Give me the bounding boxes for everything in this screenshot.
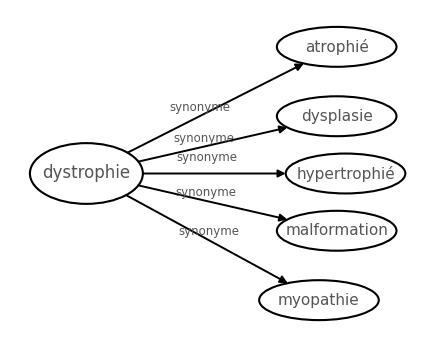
Text: hypertrophié: hypertrophié [296, 166, 395, 181]
Text: synonyme: synonyme [179, 225, 240, 238]
Text: myopathie: myopathie [278, 293, 360, 308]
Text: synonyme: synonyme [174, 132, 235, 145]
Text: synonyme: synonyme [177, 151, 237, 164]
Text: atrophié: atrophié [305, 39, 369, 55]
Text: dysplasie: dysplasie [301, 109, 373, 124]
Text: dystrophie: dystrophie [43, 164, 130, 183]
Text: synonyme: synonyme [176, 186, 237, 199]
Text: malformation: malformation [285, 223, 388, 238]
Text: synonyme: synonyme [169, 101, 230, 114]
